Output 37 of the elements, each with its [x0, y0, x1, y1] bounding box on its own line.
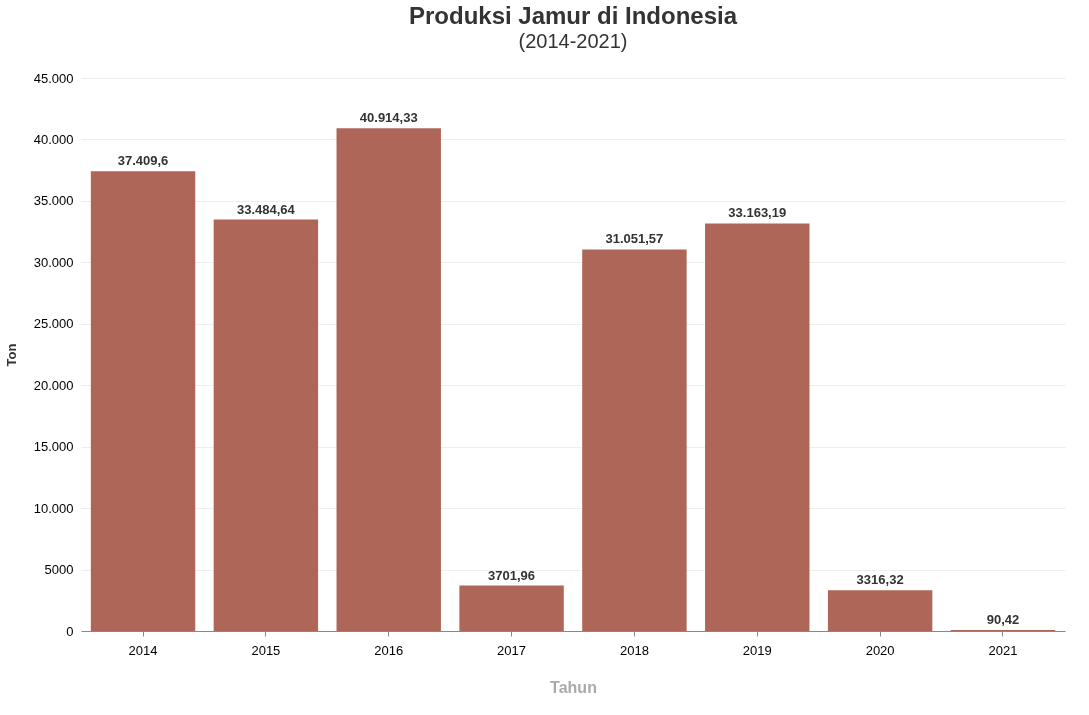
y-tick-label: 40.000 — [33, 131, 74, 147]
x-tick-label: 2017 — [497, 642, 527, 658]
bar — [827, 590, 933, 631]
chart-subtitle: (2014-2021) — [518, 30, 628, 52]
bar — [213, 219, 319, 631]
data-label: 3701,96 — [488, 567, 536, 583]
x-tick-label: 2014 — [128, 642, 158, 658]
x-tick-label: 2015 — [251, 642, 281, 658]
y-tick-label: 15.000 — [33, 439, 74, 455]
bar — [459, 585, 564, 631]
chart-title: Produksi Jamur di Indonesia — [408, 2, 738, 29]
data-label: 40.914,33 — [359, 110, 418, 126]
bar — [705, 223, 810, 631]
data-label: 90,42 — [986, 611, 1020, 627]
y-tick-label: 25.000 — [33, 316, 74, 332]
data-label: 33.484,64 — [236, 201, 296, 217]
data-label: 33.163,19 — [728, 205, 787, 221]
bar — [336, 128, 441, 631]
x-tick-label: 2018 — [619, 642, 649, 658]
y-tick-label: 45.000 — [33, 70, 74, 86]
data-label: 37.409,6 — [117, 153, 169, 169]
bar — [90, 171, 196, 631]
y-tick-label: 30.000 — [33, 254, 74, 270]
x-tick-label: 2021 — [988, 642, 1018, 658]
y-tick-label: 5000 — [44, 562, 74, 578]
y-axis-title: Ton — [3, 343, 19, 367]
bar — [582, 249, 687, 631]
x-axis-title: Tahun — [550, 678, 597, 696]
y-tick-label: 20.000 — [33, 377, 74, 393]
x-tick-label: 2019 — [742, 642, 772, 658]
y-tick-label: 0 — [66, 623, 74, 639]
y-tick-label: 10.000 — [33, 500, 74, 516]
x-tick-label: 2020 — [865, 642, 895, 658]
x-tick-label: 2016 — [374, 642, 404, 658]
y-tick-label: 35.000 — [33, 193, 74, 209]
data-label: 31.051,57 — [605, 231, 664, 247]
data-label: 3316,32 — [856, 572, 904, 588]
